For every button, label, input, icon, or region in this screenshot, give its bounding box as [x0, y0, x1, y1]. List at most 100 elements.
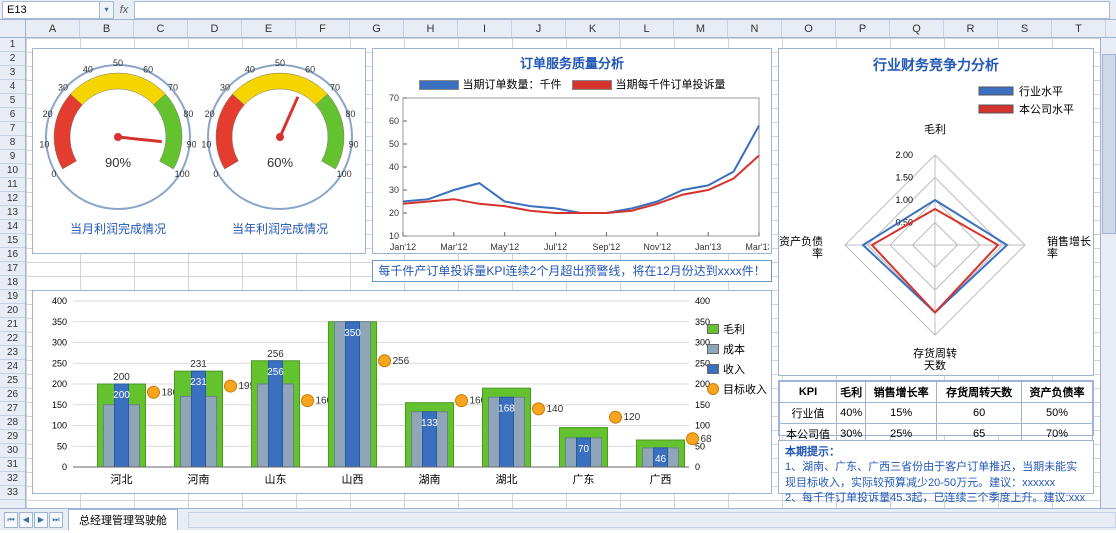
row-header[interactable]: 2: [0, 52, 25, 66]
svg-text:10: 10: [389, 231, 399, 241]
row-header[interactable]: 4: [0, 80, 25, 94]
column-header[interactable]: A: [26, 20, 80, 37]
svg-text:168: 168: [498, 403, 515, 414]
row-header[interactable]: 26: [0, 388, 25, 402]
row-header[interactable]: 27: [0, 402, 25, 416]
svg-text:60: 60: [143, 64, 153, 74]
legend-item: 目标收入: [707, 381, 767, 397]
svg-text:Jul'12: Jul'12: [544, 242, 567, 252]
svg-text:1.50: 1.50: [895, 173, 913, 183]
column-header[interactable]: O: [782, 20, 836, 37]
row-header[interactable]: 25: [0, 374, 25, 388]
column-header[interactable]: C: [134, 20, 188, 37]
row-header[interactable]: 11: [0, 178, 25, 192]
svg-text:256: 256: [267, 367, 284, 378]
tips-line: 2、每千件订单投诉量45.3起，已连续三个季度上升。建议:xxx: [785, 491, 1087, 506]
row-header[interactable]: 23: [0, 346, 25, 360]
column-header[interactable]: F: [296, 20, 350, 37]
column-header[interactable]: G: [350, 20, 404, 37]
row-header[interactable]: 7: [0, 122, 25, 136]
sheet-tab[interactable]: 总经理管理驾驶舱: [68, 509, 178, 530]
select-all-corner[interactable]: [0, 20, 26, 37]
svg-text:40: 40: [83, 64, 93, 74]
svg-text:256: 256: [267, 349, 284, 360]
kpi-header: 销售增长率: [866, 382, 937, 403]
row-header[interactable]: 6: [0, 108, 25, 122]
radar-panel: 行业财务竞争力分析 行业水平本公司水平0.501.001.502.00毛利销售增…: [778, 48, 1094, 376]
svg-text:150: 150: [52, 400, 67, 410]
column-header[interactable]: Q: [890, 20, 944, 37]
column-header[interactable]: J: [512, 20, 566, 37]
column-header[interactable]: L: [620, 20, 674, 37]
scrollbar-thumb[interactable]: [1102, 54, 1116, 234]
column-header[interactable]: T: [1052, 20, 1106, 37]
svg-text:350: 350: [52, 317, 67, 327]
name-box[interactable]: E13: [2, 1, 100, 19]
column-header[interactable]: S: [998, 20, 1052, 37]
row-header[interactable]: 33: [0, 486, 25, 500]
row-header[interactable]: 14: [0, 220, 25, 234]
svg-text:100: 100: [52, 421, 67, 431]
row-header[interactable]: 21: [0, 318, 25, 332]
row-header[interactable]: 20: [0, 304, 25, 318]
row-header[interactable]: 9: [0, 150, 25, 164]
svg-text:Mar'13: Mar'13: [745, 242, 769, 252]
column-header[interactable]: H: [404, 20, 458, 37]
active-cell-ref: E13: [7, 4, 27, 16]
tab-nav-last[interactable]: ⏭: [49, 512, 63, 528]
column-header[interactable]: K: [566, 20, 620, 37]
row-header[interactable]: 10: [0, 164, 25, 178]
vertical-scrollbar[interactable]: [1100, 38, 1116, 508]
tab-nav-prev[interactable]: ◀: [19, 512, 33, 528]
row-header[interactable]: 19: [0, 290, 25, 304]
svg-text:资产负债: 资产负债: [779, 234, 823, 248]
column-header[interactable]: E: [242, 20, 296, 37]
svg-text:90: 90: [187, 140, 196, 150]
row-header[interactable]: 30: [0, 444, 25, 458]
svg-text:60: 60: [305, 64, 315, 74]
row-header[interactable]: 29: [0, 430, 25, 444]
fx-icon[interactable]: fx: [114, 4, 134, 16]
warning-banner: 每千件产订单投诉量KPI连续2个月超出预警线，将在12月份达到xxxx件！: [372, 260, 772, 282]
row-header[interactable]: 12: [0, 192, 25, 206]
tips-heading: 本期提示：: [785, 445, 1087, 460]
column-header[interactable]: M: [674, 20, 728, 37]
kpi-header: 资产负债率: [1022, 382, 1093, 403]
column-header[interactable]: D: [188, 20, 242, 37]
column-headers: ABCDEFGHIJKLMNOPQRST: [0, 20, 1116, 38]
tab-nav-next[interactable]: ▶: [34, 512, 48, 528]
formula-bar[interactable]: [134, 1, 1110, 19]
column-header[interactable]: B: [80, 20, 134, 37]
svg-text:0: 0: [62, 462, 67, 472]
row-header[interactable]: 16: [0, 248, 25, 262]
svg-text:河北: 河北: [111, 473, 133, 486]
svg-text:存货周转: 存货周转: [913, 346, 957, 360]
svg-text:68: 68: [701, 434, 713, 445]
row-header[interactable]: 15: [0, 234, 25, 248]
column-header[interactable]: N: [728, 20, 782, 37]
worksheet-grid[interactable]: 010203040506070809010090%当月利润完成情况0102030…: [26, 38, 1116, 508]
column-header[interactable]: I: [458, 20, 512, 37]
row-header[interactable]: 8: [0, 136, 25, 150]
name-box-dropdown[interactable]: ▾: [100, 1, 114, 19]
column-header[interactable]: R: [944, 20, 998, 37]
row-headers: 1234567891011121314151617181920212223242…: [0, 38, 26, 508]
row-header[interactable]: 22: [0, 332, 25, 346]
tab-nav-first[interactable]: ⏮: [4, 512, 18, 528]
row-header[interactable]: 32: [0, 472, 25, 486]
row-header[interactable]: 28: [0, 416, 25, 430]
row-header[interactable]: 31: [0, 458, 25, 472]
kpi-cell: 40%: [837, 403, 866, 424]
svg-text:200: 200: [113, 390, 130, 401]
row-header[interactable]: 24: [0, 360, 25, 374]
row-header[interactable]: 5: [0, 94, 25, 108]
svg-text:率: 率: [812, 246, 823, 260]
row-header[interactable]: 1: [0, 38, 25, 52]
row-header[interactable]: 3: [0, 66, 25, 80]
row-header[interactable]: 17: [0, 262, 25, 276]
row-header[interactable]: 13: [0, 206, 25, 220]
horizontal-scrollbar[interactable]: [188, 512, 1116, 528]
row-header[interactable]: 18: [0, 276, 25, 290]
column-header[interactable]: P: [836, 20, 890, 37]
kpi-table: KPI毛利销售增长率存货周转天数资产负债率行业值40%15%6050%本公司值3…: [779, 381, 1093, 445]
